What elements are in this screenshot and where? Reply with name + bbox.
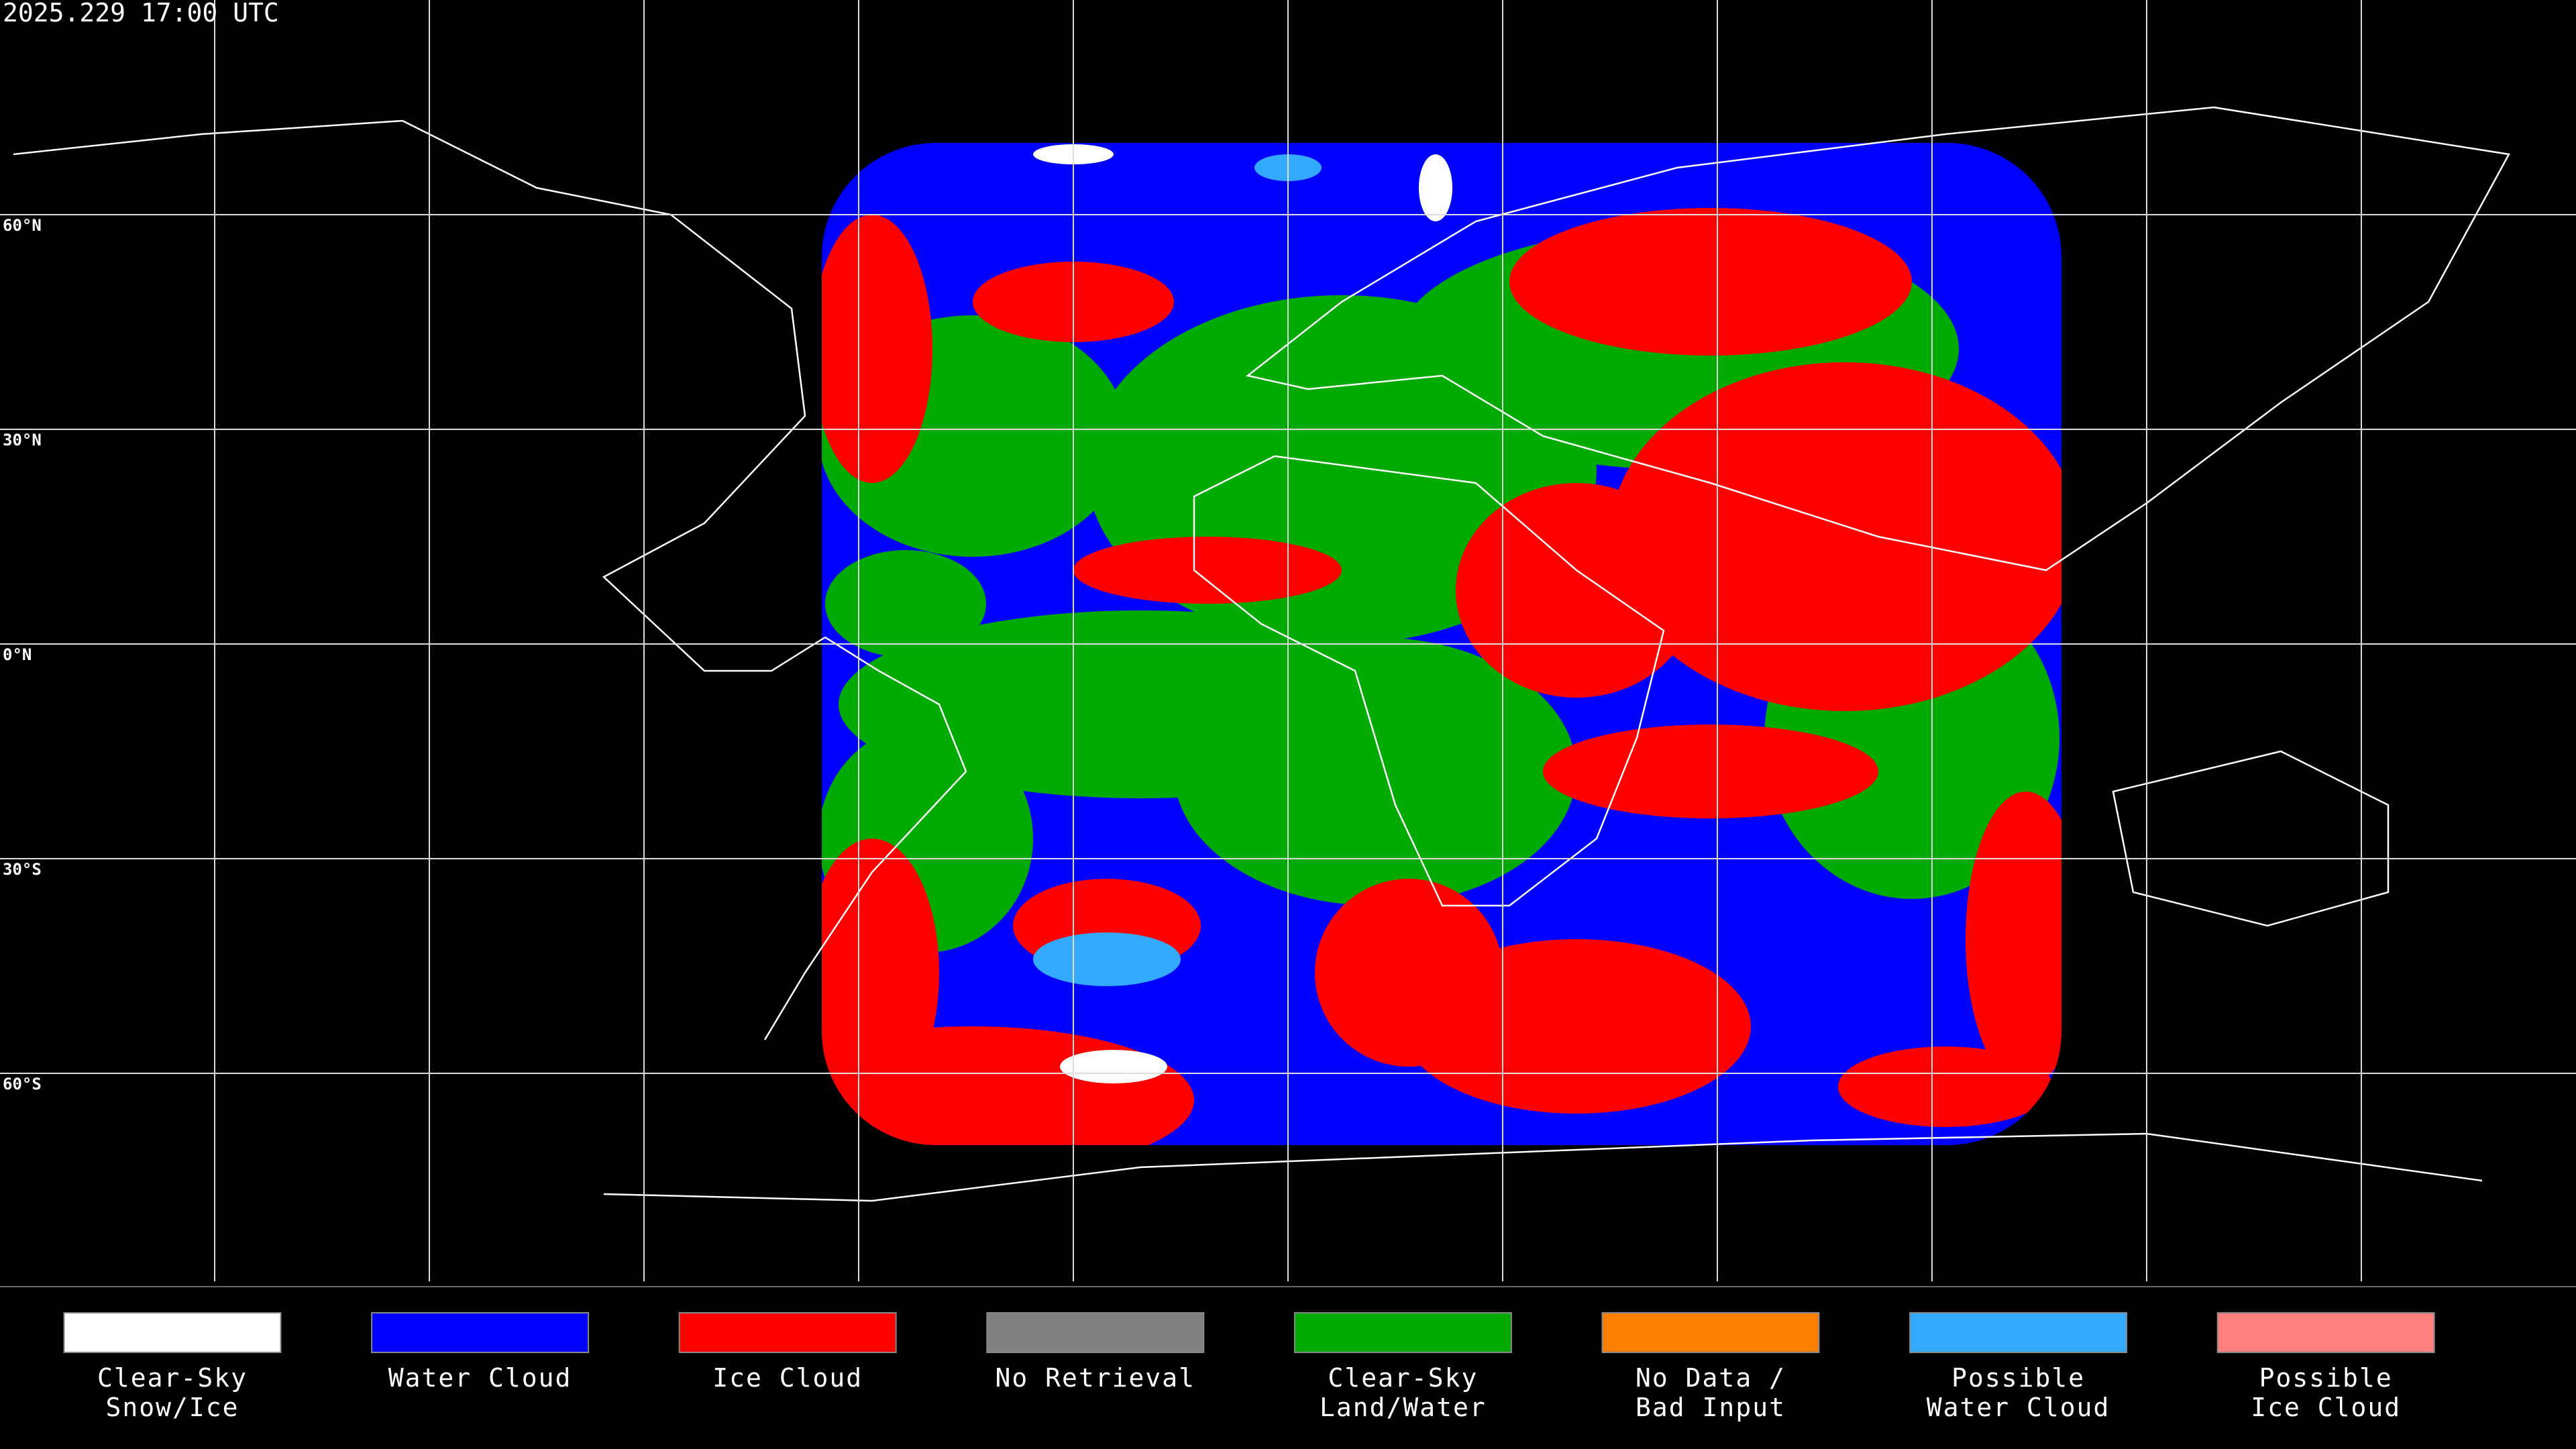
legend-label: Clear-Sky (97, 1363, 248, 1393)
latitude-label: 0°N (3, 645, 32, 664)
cloud-phase-imagery (822, 143, 2061, 1145)
legend-swatch (1601, 1312, 1820, 1353)
legend-label: Ice Cloud (712, 1363, 863, 1393)
legend-label: Snow/Ice (105, 1393, 239, 1422)
legend-swatch (986, 1312, 1205, 1353)
legend-swatch (1293, 1312, 1512, 1353)
graticule: 60°N 30°N 0°N 30°S 60°S (0, 0, 2576, 1281)
legend-swatch (2216, 1312, 2435, 1353)
legend-label: Possible (1951, 1363, 2085, 1393)
legend-swatch (678, 1312, 897, 1353)
legend-label: Water Cloud (1927, 1393, 2110, 1422)
latitude-label: 60°S (3, 1075, 42, 1093)
legend-label: No Retrieval (996, 1363, 1196, 1393)
latitude-label: 30°N (3, 431, 42, 449)
legend-swatch (371, 1312, 590, 1353)
legend-label: Water Cloud (388, 1363, 572, 1393)
legend-label: Land/Water (1320, 1393, 1487, 1422)
legend-swatch (63, 1312, 282, 1353)
legend-label: No Data / (1635, 1363, 1786, 1393)
legend-swatch (1909, 1312, 2128, 1353)
timestamp: 2025.229 17:00 UTC (3, 0, 279, 28)
legend-label: Possible (2259, 1363, 2393, 1393)
legend-label: Bad Input (1635, 1393, 1786, 1422)
latitude-label: 30°S (3, 860, 42, 879)
legend-label: Ice Cloud (2251, 1393, 2401, 1422)
latitude-label: 60°N (3, 216, 42, 235)
legend-label: Clear-Sky (1328, 1363, 1478, 1393)
